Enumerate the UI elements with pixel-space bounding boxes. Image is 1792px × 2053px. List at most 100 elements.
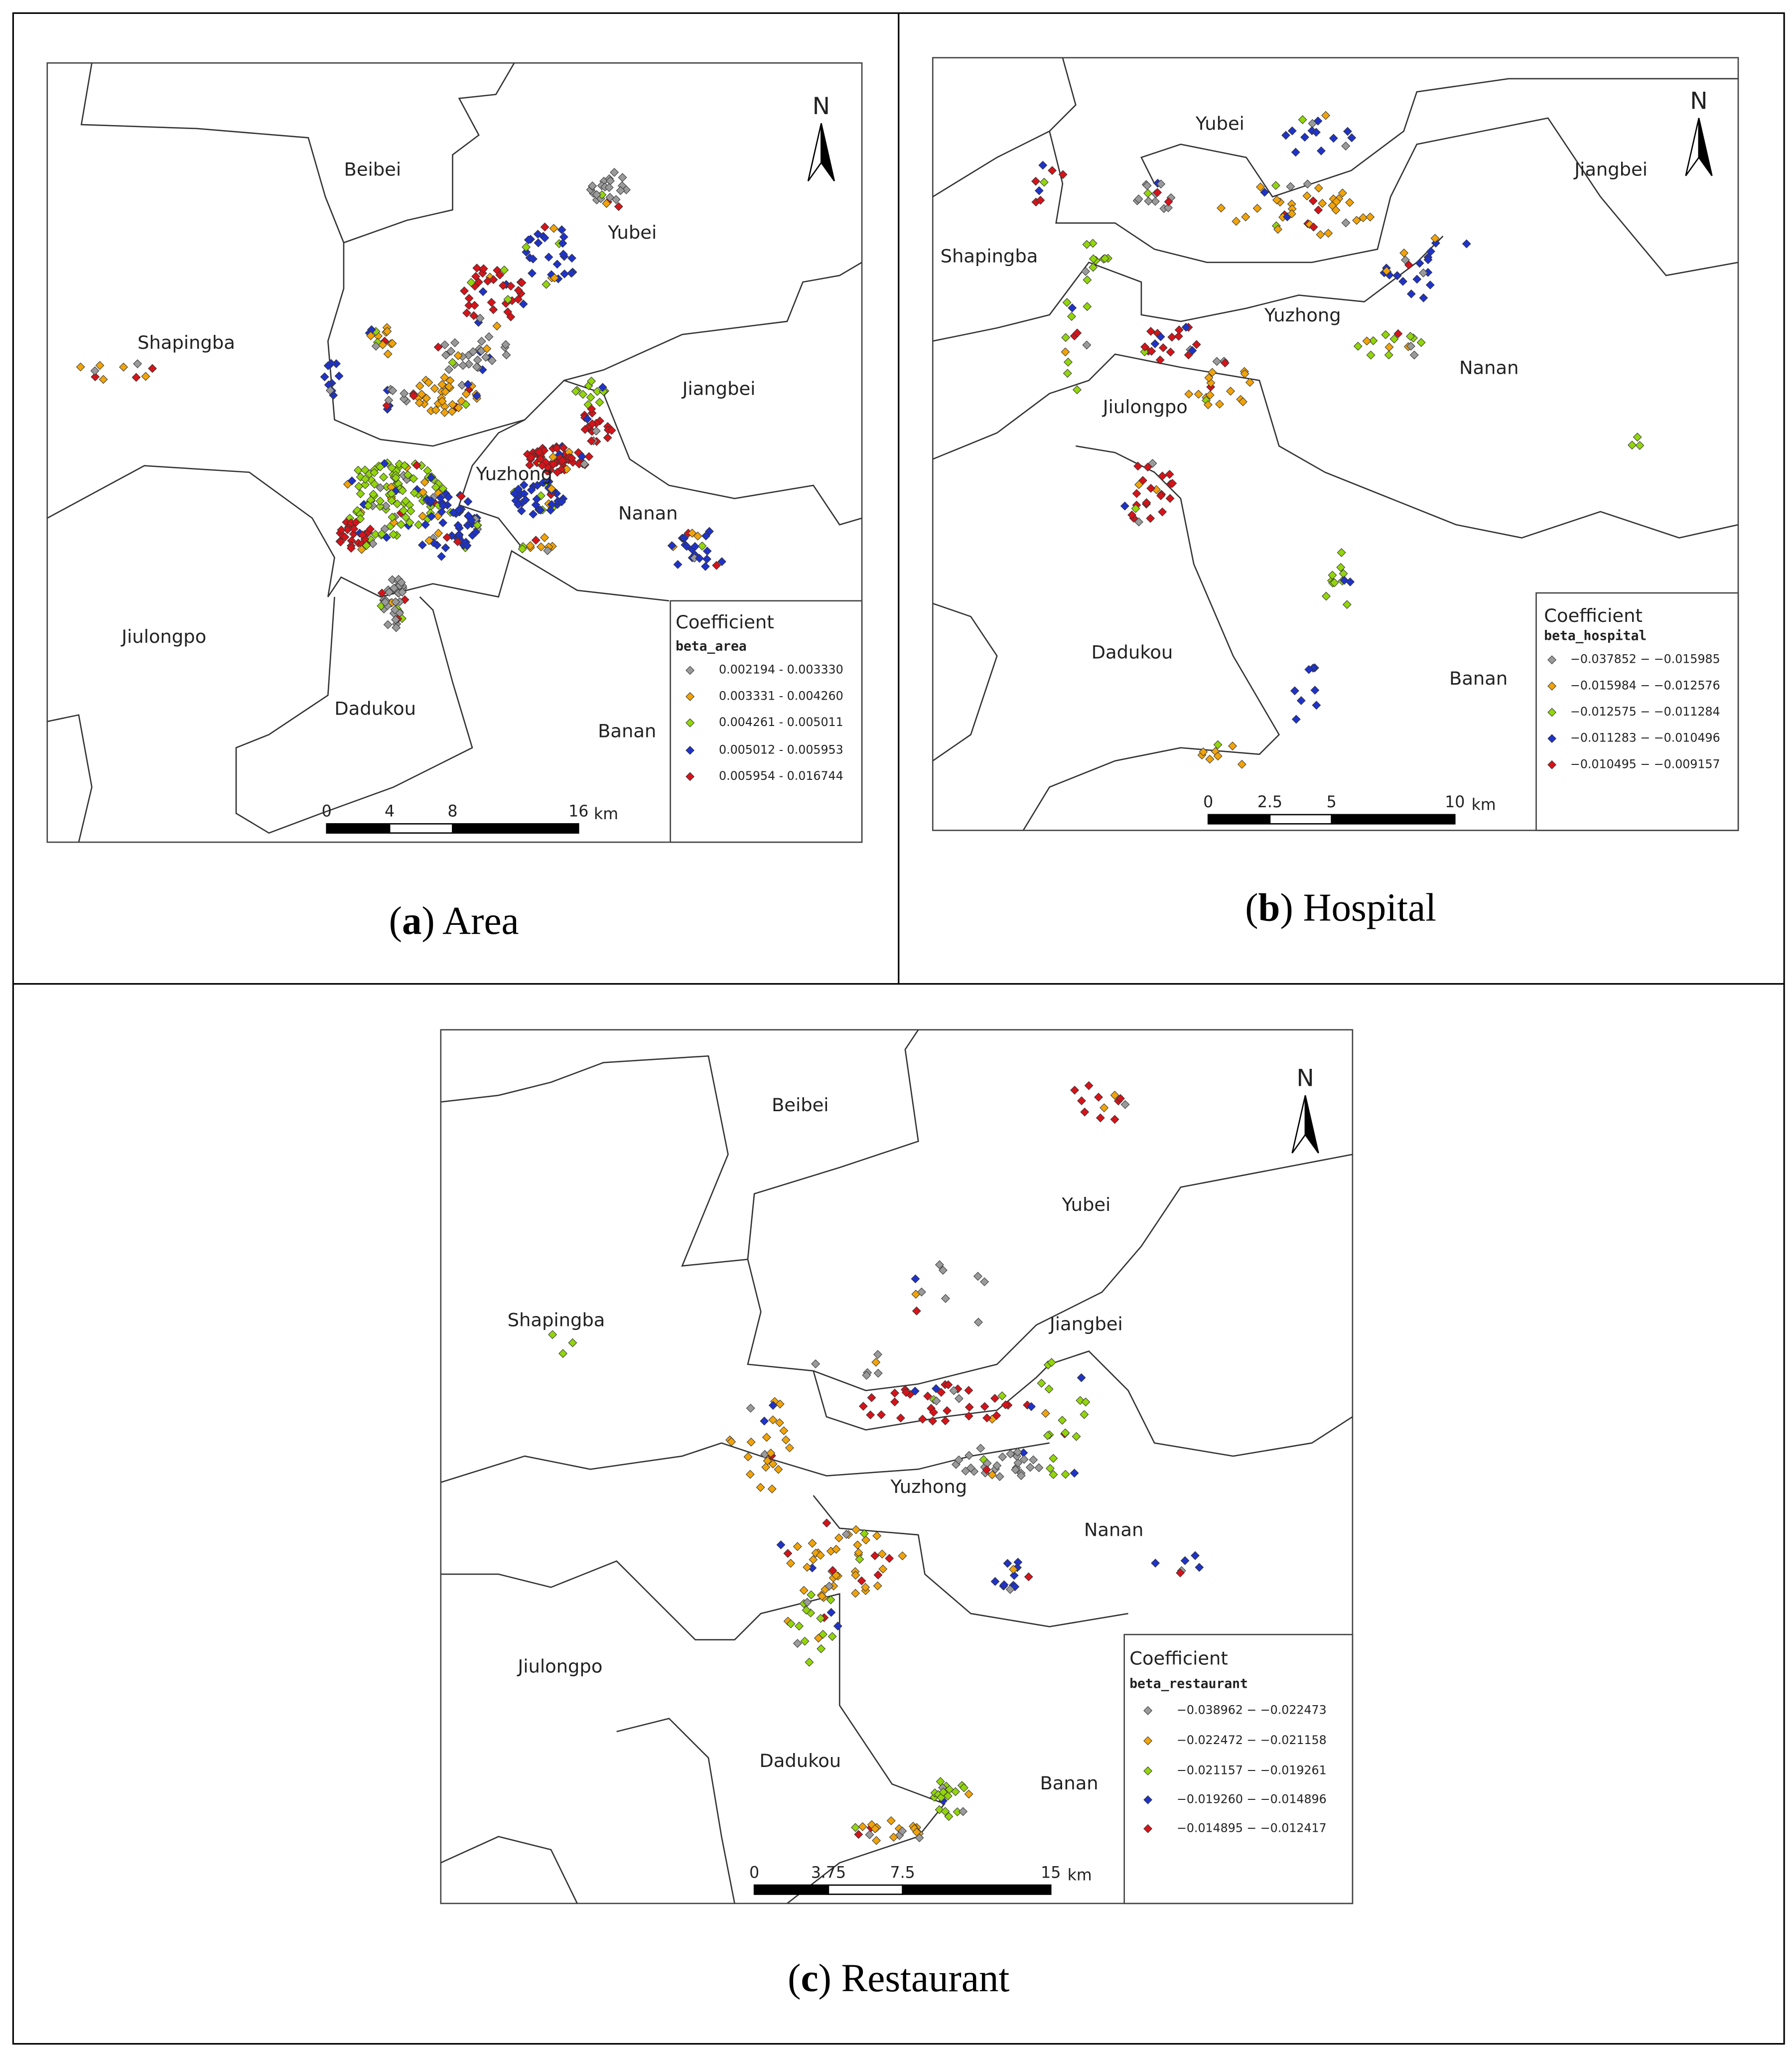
sample-point bbox=[1009, 1571, 1019, 1580]
sample-point bbox=[423, 466, 432, 475]
sample-point bbox=[595, 398, 604, 407]
sample-point bbox=[587, 377, 596, 386]
sample-point bbox=[1046, 1464, 1055, 1473]
sample-point bbox=[349, 524, 359, 534]
sample-point bbox=[347, 476, 357, 485]
scale-unit: km bbox=[594, 805, 618, 823]
sample-point bbox=[1110, 1091, 1119, 1100]
sample-point bbox=[886, 1816, 896, 1825]
sample-point bbox=[1238, 397, 1247, 407]
sample-point bbox=[389, 530, 398, 539]
sample-point bbox=[420, 477, 429, 487]
sample-point bbox=[1338, 188, 1347, 198]
sample-point bbox=[384, 396, 394, 405]
district-boundary bbox=[327, 243, 862, 447]
sample-point bbox=[1127, 510, 1137, 520]
sample-point bbox=[1312, 701, 1321, 710]
district-boundary bbox=[933, 353, 1739, 539]
sample-point bbox=[1412, 275, 1422, 284]
sample-point bbox=[980, 1277, 989, 1287]
sample-point bbox=[376, 462, 385, 471]
sample-point bbox=[587, 404, 596, 414]
sample-point bbox=[774, 1465, 783, 1474]
sample-point bbox=[803, 1563, 812, 1572]
sample-point bbox=[973, 1318, 983, 1327]
sample-point bbox=[931, 1384, 941, 1393]
sample-point bbox=[1304, 665, 1314, 674]
sample-point bbox=[1287, 204, 1297, 214]
sample-point bbox=[1406, 332, 1415, 341]
sample-point bbox=[1384, 342, 1394, 352]
legend-swatch bbox=[1143, 1736, 1153, 1746]
sample-point bbox=[995, 1472, 1004, 1481]
sample-point bbox=[1061, 1428, 1070, 1438]
sample-point bbox=[756, 1482, 765, 1492]
sample-point bbox=[1381, 330, 1390, 339]
sample-point bbox=[1174, 325, 1184, 335]
sample-point bbox=[441, 350, 450, 360]
sample-point bbox=[371, 341, 381, 351]
district-label: Yuzhong bbox=[1264, 304, 1341, 326]
sample-point bbox=[928, 1416, 938, 1426]
sample-point bbox=[501, 340, 511, 349]
sample-point bbox=[1156, 491, 1165, 500]
sample-point bbox=[1144, 196, 1153, 206]
sample-point bbox=[1080, 1107, 1090, 1117]
sample-point bbox=[397, 520, 406, 529]
sample-point bbox=[976, 1444, 985, 1453]
legend-swatch bbox=[1547, 681, 1557, 691]
sample-point bbox=[943, 1406, 952, 1415]
legend-label: −0.021157 − −0.019261 bbox=[1177, 1763, 1327, 1777]
sample-point bbox=[953, 1807, 962, 1817]
sample-point bbox=[471, 272, 480, 281]
sample-point bbox=[1341, 142, 1351, 150]
sample-point bbox=[346, 544, 356, 553]
sample-point bbox=[776, 1540, 786, 1550]
sample-point bbox=[1303, 179, 1312, 189]
sample-point bbox=[1038, 160, 1048, 170]
sample-point bbox=[377, 529, 387, 539]
sample-point bbox=[1340, 576, 1349, 585]
sample-point bbox=[1081, 267, 1090, 276]
sample-point bbox=[538, 461, 547, 470]
sample-point bbox=[406, 506, 415, 516]
sample-point bbox=[987, 1470, 997, 1479]
scale-segment bbox=[452, 823, 579, 834]
district-label: Jiangbei bbox=[1049, 1313, 1123, 1334]
sample-point bbox=[1081, 1397, 1091, 1407]
caption-part: ( bbox=[389, 899, 402, 943]
sample-point bbox=[1331, 205, 1341, 215]
sample-point bbox=[700, 562, 710, 571]
sample-point bbox=[822, 1518, 831, 1528]
sample-point bbox=[336, 537, 345, 547]
caption-part: ) Hospital bbox=[1280, 886, 1436, 930]
sample-point bbox=[460, 286, 469, 295]
sample-point bbox=[473, 355, 482, 365]
sample-point bbox=[1287, 209, 1296, 219]
sample-point bbox=[898, 1551, 907, 1561]
legend-label: 0.004261 - 0.005011 bbox=[719, 715, 843, 729]
sample-point bbox=[442, 533, 452, 542]
sample-point bbox=[982, 1459, 992, 1468]
district-label: Banan bbox=[598, 720, 656, 741]
sample-point bbox=[1166, 347, 1175, 357]
sample-point bbox=[1369, 336, 1378, 345]
sample-point bbox=[381, 501, 391, 511]
sample-point bbox=[1353, 341, 1363, 351]
sample-point bbox=[481, 353, 491, 362]
sample-point bbox=[441, 543, 450, 553]
sample-point bbox=[1404, 260, 1413, 270]
sample-point bbox=[890, 1397, 899, 1407]
sample-point bbox=[1324, 229, 1333, 238]
sample-point bbox=[1633, 433, 1642, 442]
north-label: N bbox=[1296, 1065, 1314, 1092]
sample-point bbox=[567, 254, 576, 263]
sample-point bbox=[855, 1555, 864, 1564]
sample-point bbox=[1298, 115, 1307, 125]
sample-point bbox=[1153, 188, 1162, 197]
sample-point bbox=[445, 376, 455, 385]
sample-point bbox=[498, 281, 508, 291]
caption-part: b bbox=[1258, 886, 1280, 930]
sample-point bbox=[1100, 1103, 1109, 1113]
sample-point bbox=[580, 459, 589, 469]
